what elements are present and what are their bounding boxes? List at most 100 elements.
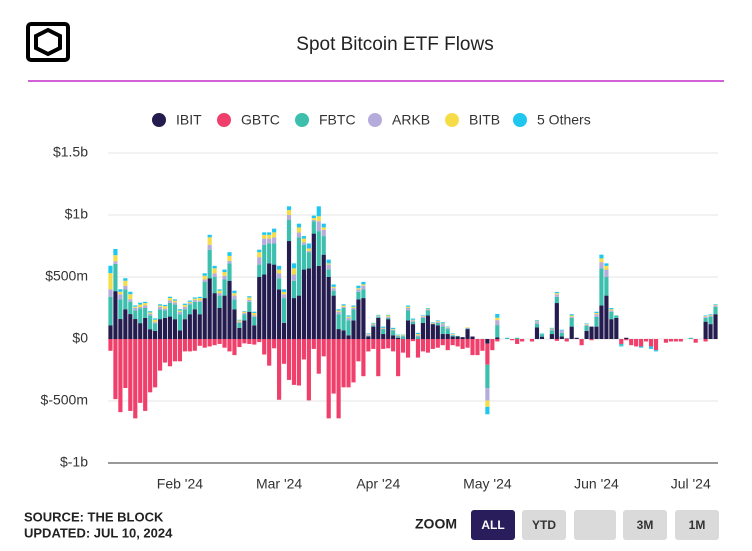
bar-segment — [118, 289, 123, 292]
zoom-button-bg — [574, 510, 616, 540]
bar-segment — [207, 278, 212, 339]
bar-segment — [252, 315, 257, 317]
bar-segment — [301, 242, 306, 245]
bar-segment — [465, 327, 470, 329]
bar-segment — [381, 334, 386, 339]
legend-swatch — [295, 113, 309, 127]
bar-segment — [207, 234, 212, 238]
bar-segment — [376, 339, 381, 377]
bar-segment — [118, 339, 123, 413]
bar-segment — [391, 330, 396, 336]
bar-segment — [495, 325, 500, 338]
bar-segment — [296, 223, 302, 228]
bar-segment — [455, 339, 460, 347]
legend-item[interactable]: FBTC — [295, 112, 356, 128]
bar-segment — [277, 265, 282, 270]
bar-segment — [589, 326, 594, 339]
bar-segment — [584, 324, 589, 326]
bar-segment — [153, 323, 158, 331]
bar-segment — [391, 339, 396, 352]
bar-segment — [217, 308, 222, 339]
bar-segment — [202, 275, 207, 280]
bar-segment — [217, 339, 222, 344]
legend-item[interactable]: 5 Others — [513, 112, 591, 128]
bar-segment — [157, 339, 163, 371]
bar-segment — [128, 339, 133, 411]
bar-segment — [296, 295, 302, 339]
bar-segment — [534, 323, 540, 328]
zoom-button[interactable] — [574, 510, 616, 540]
zoom-button[interactable]: 1M — [675, 510, 719, 540]
bar-segment — [564, 339, 569, 342]
legend-swatch — [368, 113, 382, 127]
bar-segment — [153, 319, 158, 323]
bar-segment — [415, 335, 421, 337]
legend-item[interactable]: IBIT — [152, 112, 202, 128]
bar-segment — [346, 320, 351, 336]
bar-segment — [197, 296, 202, 299]
bar-segment — [554, 294, 559, 297]
bar-segment — [192, 309, 197, 339]
bar-segment — [252, 325, 257, 339]
bar-segment — [366, 336, 371, 339]
bar-segment — [182, 306, 187, 310]
bar-segment — [579, 339, 584, 346]
bar-segment — [311, 218, 316, 220]
bar-segment — [554, 296, 559, 304]
bar-segment — [549, 327, 554, 329]
bar-segment — [113, 255, 118, 262]
bar-segment — [346, 316, 351, 318]
zoom-button[interactable]: YTD — [522, 510, 566, 540]
bar-segment — [415, 339, 421, 358]
bar-segment — [604, 269, 609, 277]
bar-segment — [222, 339, 227, 348]
bar-segment — [425, 308, 430, 310]
bar-segment — [212, 273, 217, 277]
bar-segment — [410, 319, 416, 321]
bar-segment — [217, 289, 222, 291]
bar-segment — [182, 319, 187, 339]
bar-segment — [202, 279, 207, 282]
bar-segment — [187, 301, 192, 304]
bar-segment — [192, 339, 197, 351]
bar-segment — [475, 339, 480, 356]
bar-segment — [465, 329, 470, 339]
zoom-button-label: ALL — [481, 518, 504, 532]
bar-segment — [336, 339, 341, 419]
bar-segment — [262, 232, 267, 235]
bar-segment — [703, 315, 708, 317]
bar-segment — [207, 339, 212, 347]
bar-segment — [391, 329, 396, 331]
bar-segment — [341, 339, 346, 388]
bar-segment — [430, 322, 435, 324]
bar-segment — [688, 337, 693, 339]
bar-segment — [420, 315, 426, 317]
bar-segment — [361, 281, 366, 285]
legend-item[interactable]: ARKB — [368, 112, 430, 128]
bar-segment — [619, 343, 624, 346]
bar-segment — [599, 258, 604, 263]
bar-segment — [148, 329, 153, 339]
legend-item[interactable]: BITB — [445, 112, 500, 128]
bar-segment — [376, 314, 381, 316]
bar-segment — [485, 339, 490, 344]
zoom-button[interactable]: ALL — [471, 510, 515, 540]
bar-segment — [267, 243, 272, 264]
bar-segment — [594, 314, 599, 317]
bar-segment — [247, 297, 252, 300]
legend-label: FBTC — [319, 112, 356, 128]
bar-segment — [128, 294, 133, 300]
bar-segment — [371, 339, 376, 349]
bar-segment — [301, 269, 306, 339]
bar-segment — [143, 301, 148, 304]
zoom-button[interactable]: 3M — [623, 510, 667, 540]
bar-segment — [291, 268, 297, 275]
x-tick-label: May '24 — [463, 476, 512, 492]
bar-segment — [341, 306, 346, 308]
bar-segment — [405, 339, 411, 358]
bar-segment — [396, 334, 401, 336]
bar-segment — [415, 332, 421, 335]
bar-segment — [594, 316, 599, 327]
bar-segment — [450, 334, 455, 335]
legend-item[interactable]: GBTC — [217, 112, 280, 128]
